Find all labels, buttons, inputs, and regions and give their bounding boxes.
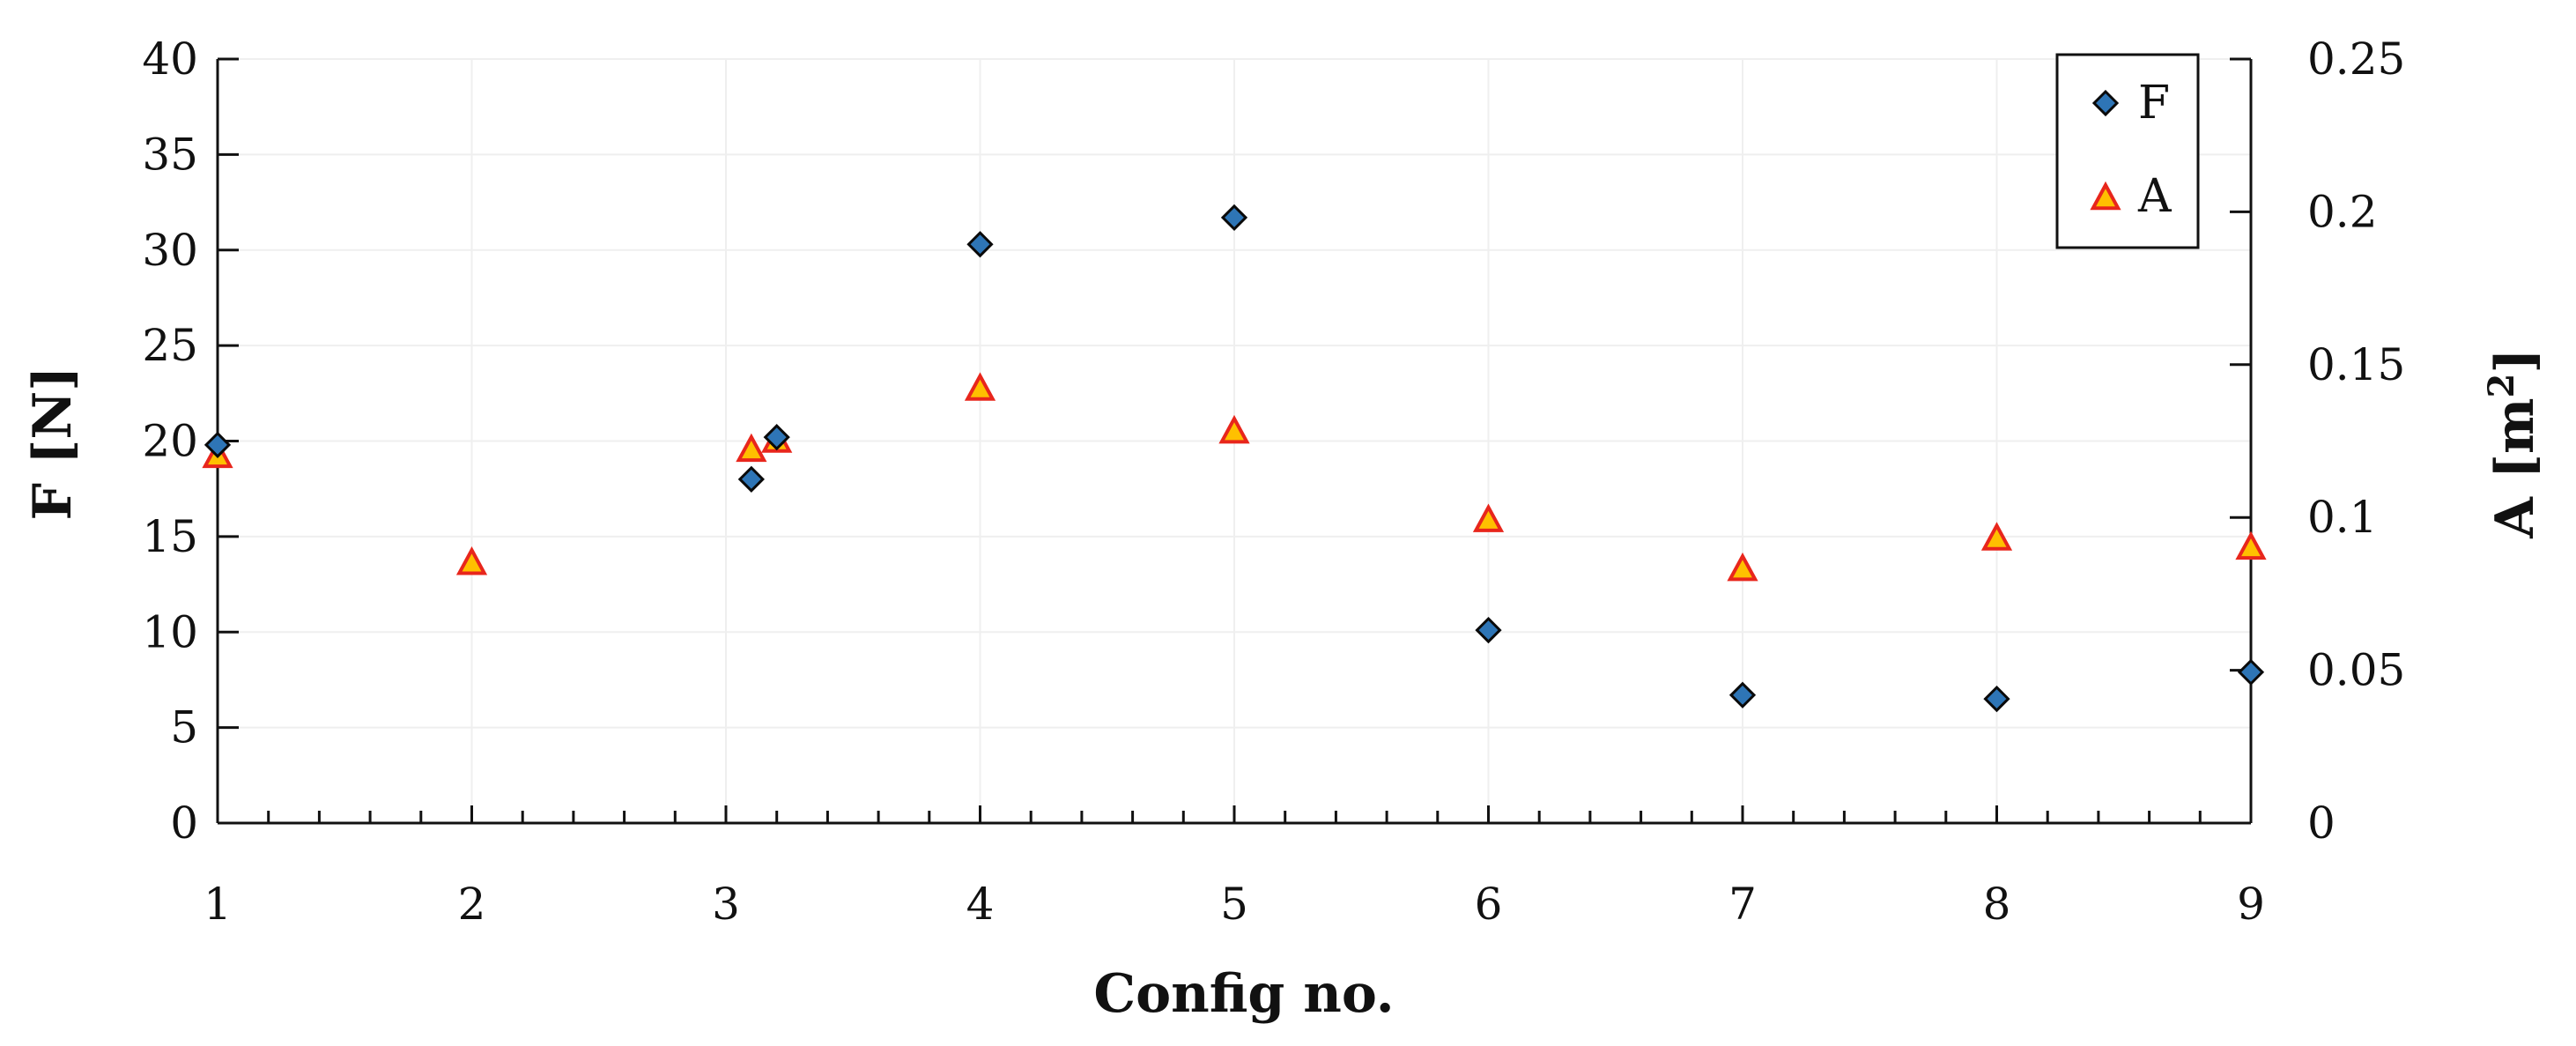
x-tick-label: 1 <box>204 879 232 930</box>
y2-tick-label: 0.2 <box>2307 186 2378 237</box>
y2-tick-label: 0 <box>2307 797 2335 849</box>
y2-tick-label: 0.05 <box>2307 645 2405 696</box>
x-tick-label: 9 <box>2237 879 2265 930</box>
legend-marker-a <box>2090 181 2121 211</box>
x-tick-label: 2 <box>458 879 486 930</box>
x-tick-label: 4 <box>966 879 995 930</box>
y-tick-label: 40 <box>142 33 198 85</box>
data-point-f <box>2237 658 2265 686</box>
x-tick-label: 5 <box>1220 879 1248 930</box>
y-tick-label: 25 <box>142 320 198 371</box>
y-tick-label: 15 <box>142 511 198 562</box>
x-tick-label: 8 <box>1983 879 2011 930</box>
data-point-f <box>1983 685 2010 713</box>
legend-label-f: F <box>2138 77 2170 130</box>
data-point-f <box>204 431 232 458</box>
y2-tick-label: 0.25 <box>2307 33 2405 85</box>
data-point-a <box>1472 503 1505 532</box>
legend-box <box>2055 53 2200 249</box>
x-axis-title: Config no. <box>1093 963 1394 1025</box>
x-tick-label: 6 <box>1475 879 1503 930</box>
y-axis-title: F [N] <box>22 366 84 520</box>
data-point-a <box>736 433 767 463</box>
data-point-f <box>1220 204 1248 232</box>
y2-axis-title-end: ] <box>2484 348 2546 373</box>
y-tick-label: 30 <box>142 225 198 276</box>
y2-tick-label: 0.15 <box>2307 339 2405 390</box>
data-point-a <box>1980 522 2013 551</box>
data-point-a <box>1218 414 1250 444</box>
data-point-a <box>2235 530 2267 560</box>
data-points <box>202 204 2267 713</box>
data-point-f <box>737 465 765 493</box>
y-tick-label: 5 <box>170 702 198 753</box>
data-point-f <box>1475 616 1502 644</box>
y-tick-label: 0 <box>170 797 198 849</box>
y2-axis-title: A [m2] <box>2481 348 2546 539</box>
tick-marks <box>216 57 2253 825</box>
x-tick-label: 7 <box>1728 879 1757 930</box>
legend: F A <box>2055 53 2200 249</box>
data-point-f <box>966 231 994 258</box>
y-tick-label: 20 <box>142 416 198 467</box>
data-point-f <box>1728 681 1757 708</box>
y2-tick-labels: 0 0.05 0.1 0.15 0.2 0.25 <box>2307 33 2405 849</box>
y-tick-label: 10 <box>142 606 198 657</box>
x-tick-label: 3 <box>712 879 740 930</box>
y2-axis-title-superscript: 2 <box>2481 374 2522 398</box>
y2-axis-title-base: A [m <box>2484 397 2546 538</box>
legend-marker-f <box>2091 89 2120 117</box>
data-point-f <box>763 424 790 451</box>
data-point-a <box>1727 552 1758 582</box>
y-tick-label: 35 <box>142 129 198 180</box>
y2-tick-label: 0.1 <box>2307 492 2378 543</box>
y-tick-labels: 0 5 10 15 20 25 30 35 40 <box>142 33 198 849</box>
data-point-a <box>455 546 488 575</box>
x-tick-labels: 1 2 3 4 5 6 7 8 9 <box>204 879 2265 930</box>
data-point-a <box>964 372 996 401</box>
legend-label-a: A <box>2137 170 2173 223</box>
